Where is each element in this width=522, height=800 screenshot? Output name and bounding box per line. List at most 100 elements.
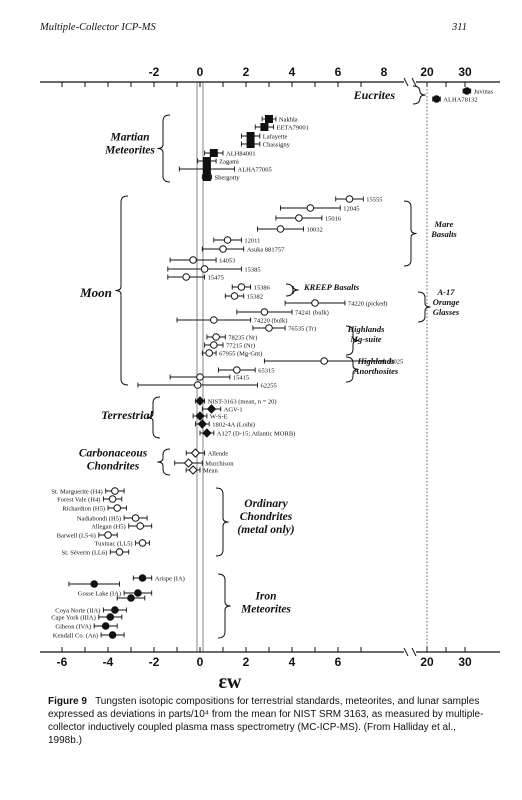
point-label-tuxtuac-ll5-: Tuxtuac (LL5)	[94, 541, 132, 548]
brace-group-label-iron-meteorites	[217, 573, 231, 639]
marker-barwell-l5-6-	[104, 531, 112, 539]
marker-15385	[200, 265, 209, 273]
tick-label-top: 4	[289, 65, 296, 79]
tick-label-top: -2	[149, 65, 160, 79]
marker-allende	[190, 448, 201, 458]
point-label-67955-mg-gnt-: 67955 (Mg-Gnt)	[219, 351, 262, 358]
point-label-77215-nr-: 77215 (Nr)	[226, 343, 255, 350]
point-label-alha77005: ALHA77005	[238, 167, 272, 174]
point-label-mean: Mean	[203, 468, 219, 475]
axis-break-mark-1	[411, 77, 417, 87]
point-label-richardton-h5-: Richardton (H5)	[62, 506, 105, 513]
marker-76535-tr-	[265, 324, 273, 332]
point-label-76535-tr-: 76535 (Tr)	[288, 326, 316, 333]
brace-group-label-eucrites	[412, 85, 426, 105]
marker-12045	[306, 204, 315, 212]
caption-label: Figure 9	[48, 696, 87, 707]
point-label-chassigny: Chassigny	[263, 142, 291, 149]
point-label-14053: 14053	[219, 258, 235, 265]
tick-label-bottom: 30	[458, 655, 472, 669]
marker-coya-norte-iia-	[111, 606, 119, 614]
marker-nist-3163-mean-n-20-	[195, 396, 205, 406]
tick-label-bottom: 4	[289, 655, 296, 669]
marker-78235-nr-	[212, 333, 220, 341]
group-label-iron-meteorites: Meteorites	[240, 604, 291, 616]
group-label-eucrites: Eucrites	[353, 88, 396, 102]
marker-forest-vale-h4-	[108, 495, 117, 503]
brace-moon-subgroup-kreep-basalts	[285, 283, 299, 297]
point-label-nist-3163-mean-n-20-: NIST-3163 (mean, n = 20)	[208, 399, 277, 406]
point-label-forest-vale-h4-: Forest Vale (H4)	[57, 497, 100, 504]
brace-group-label-terrestrial	[147, 396, 161, 439]
point-label-zagami: Zagami	[219, 159, 239, 166]
group-label-ordinary-chondrites-metal-only-: (metal only)	[237, 524, 294, 536]
point-label-murchison: Murchison	[205, 461, 234, 468]
marker-67955-mg-gnt-	[205, 349, 213, 357]
point-label-15555: 15555	[366, 197, 382, 204]
page-number: 311	[452, 22, 467, 33]
point-label-shergotty: Shergotty	[215, 175, 241, 182]
point-label-15475: 15475	[208, 275, 224, 282]
marker-65315	[233, 366, 241, 374]
tick-label-bottom: 20	[420, 655, 434, 669]
marker-richardton-h5-	[113, 504, 121, 512]
point-label-gosse-lake-ia-: Gosse Lake (IA)	[78, 591, 121, 598]
point-label-12045: 12045	[343, 206, 359, 213]
point-label-juvinas: Juvinas	[474, 89, 494, 96]
marker-15415	[196, 373, 204, 381]
point-label-allegan-h5-: Allegan (H5)	[91, 524, 125, 531]
point-label-15382: 15382	[247, 294, 263, 301]
axis-label-x: εw	[219, 671, 243, 690]
marker-alha77005	[202, 165, 211, 173]
point-label-10032: 10032	[307, 227, 323, 234]
point-label-kendall-co-an-: Kendall Co. (An)	[53, 633, 98, 640]
marker-kendall-co-an-	[108, 631, 117, 639]
marker-murchison	[183, 458, 194, 468]
marker-gosse-lake-ia-	[127, 594, 135, 602]
marker-74220-bulk-	[210, 316, 218, 324]
group-label-carbonaceous-chondrites: Carbonaceous	[79, 448, 148, 460]
axis-break-mark-0	[403, 77, 409, 87]
figure-caption: Figure 9 Tungsten isotopic compositions …	[48, 695, 488, 747]
tick-label-top: 6	[335, 65, 342, 79]
point-label-74241-bulk-: 74241 (bulk)	[295, 310, 329, 317]
brace-moon-subgroup-highlands-anorthosites	[345, 356, 359, 383]
tick-label-top: 0	[197, 65, 204, 79]
marker-shergotty	[202, 173, 211, 181]
point-label-12011: 12011	[244, 238, 260, 245]
group-label-martian-meteorites: Martian	[110, 132, 150, 144]
moon-subgroup-highlands-anorthosites: Highlands	[357, 356, 396, 366]
point-label-gibeon-iva-: Gibeon (IVA)	[55, 624, 91, 631]
marker-a127-d-15-atlantic-morb-	[202, 428, 212, 438]
brace-moon-subgroup-mare-basalts	[403, 200, 417, 267]
marker-62255	[193, 381, 202, 389]
point-label-nadiabondi-h5-: Nadiabondi (H5)	[77, 516, 121, 523]
marker-1802-4a-loihi-	[197, 419, 208, 429]
caption-text: Tungsten isotopic compositions for terre…	[48, 696, 484, 746]
group-label-carbonaceous-chondrites: Chondrites	[87, 461, 140, 473]
brace-moon-subgroup-highlands-mg-suite	[345, 325, 359, 356]
point-label-cape-york-iiia-: Cape York (IIIA)	[51, 615, 96, 622]
marker-agv-1	[206, 404, 217, 414]
point-label-alha78132: ALHA78132	[443, 97, 477, 104]
tick-label-bottom: -6	[57, 655, 68, 669]
point-label-78235-nr-: 78235 (Nr)	[228, 335, 257, 342]
brace-group-label-carbonaceous-chondrites	[157, 448, 171, 476]
tungsten-isotope-chart: -2 0 2 4 6 8 20 30 -6 -4 -2 0 2 4 6 20 30 εw JuvinasALHA78…	[40, 65, 500, 690]
moon-subgroup-mare-basalts: Basalts	[430, 229, 457, 239]
moon-subgroup-a-17-orange-glasses: Glasses	[433, 307, 460, 317]
point-label-15386: 15386	[254, 285, 271, 292]
brace-group-label-moon	[115, 195, 129, 386]
marker-st-s-verin-ll6-	[115, 548, 124, 556]
point-label-barwell-l5-6-: Barwell (L5-6)	[57, 533, 96, 540]
axis-break-mark-2	[403, 647, 409, 657]
tick-label-bottom: -2	[149, 655, 160, 669]
marker-nadiabondi-h5-	[131, 514, 140, 522]
point-label-74220-picked-: 74220 (picked)	[348, 301, 388, 308]
marker-allegan-h5-	[136, 522, 144, 530]
point-label-arispe-ia-: Arispe (IA)	[155, 576, 185, 583]
point-label-lafayette: Lafayette	[263, 134, 288, 141]
moon-subgroup-a-17-orange-glasses: Orange	[433, 297, 460, 307]
marker-lafayette	[246, 132, 255, 140]
group-label-iron-meteorites: Iron	[254, 591, 276, 603]
